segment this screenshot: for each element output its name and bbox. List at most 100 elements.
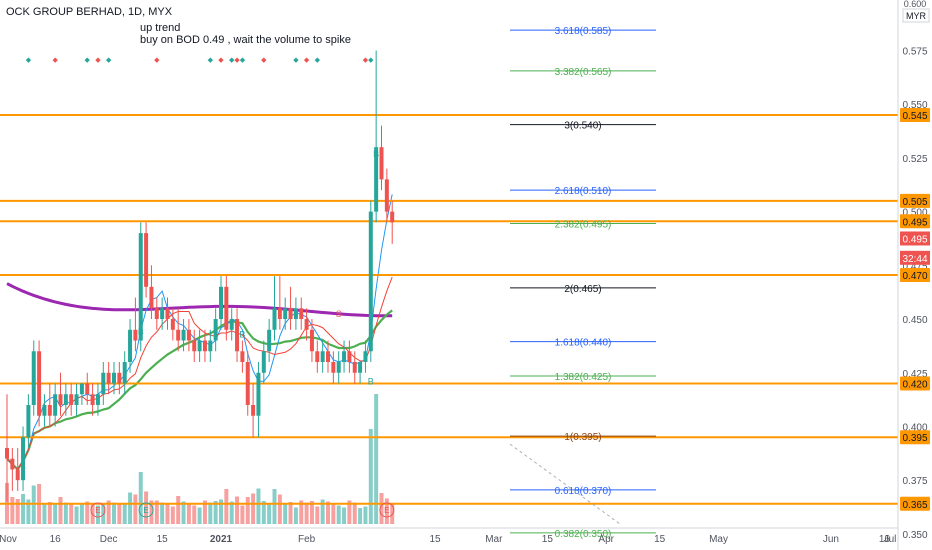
signal-dot: ◆: [154, 57, 160, 64]
volume-bar: [117, 504, 122, 524]
fib-level-label: 2.618(0.510): [555, 186, 612, 197]
candle-body: [42, 404, 47, 416]
volume-bar: [47, 502, 52, 524]
earnings-event-icon: [90, 502, 106, 518]
time-tick-label: Dec: [100, 534, 118, 545]
fib-level-label: 3.382(0.565): [555, 67, 612, 78]
level-price-label: 0.365: [902, 500, 927, 511]
buy-marker: B: [373, 149, 379, 159]
time-tick-label: 2021: [210, 534, 233, 545]
sell-marker: S: [336, 309, 342, 319]
volume-bar: [10, 497, 15, 524]
candle-body: [149, 286, 154, 309]
volume-bar: [261, 501, 266, 524]
volume-bar: [95, 505, 100, 524]
signal-dot: ◆: [208, 57, 214, 64]
fib-level-label: 2(0.465): [564, 284, 601, 295]
volume-bar: [63, 502, 68, 524]
countdown-label: 32:44: [902, 254, 927, 265]
volume-bar: [202, 500, 207, 524]
time-tick-label: 15: [429, 534, 441, 545]
current-price-label-bg: [900, 231, 930, 246]
candle-body: [15, 469, 20, 481]
level-price-label-bg: [900, 430, 930, 445]
candle-body: [154, 308, 159, 320]
candle-body: [202, 340, 207, 352]
volume-bar: [176, 496, 181, 524]
volume-bar: [384, 498, 389, 524]
volume-bar: [224, 489, 229, 524]
fib-level-label: 3(0.540): [564, 121, 601, 132]
candle-body: [256, 372, 261, 416]
volume-bar: [192, 505, 197, 524]
candle-body: [69, 394, 74, 405]
volume-bar: [15, 499, 20, 524]
candle-body: [229, 319, 234, 330]
volume-bar: [309, 501, 314, 524]
candle-body: [53, 394, 58, 416]
candle-body: [208, 340, 213, 352]
symbol-title[interactable]: OCK GROUP BERHAD, 1D, MYX: [6, 6, 173, 18]
volume-bar: [219, 499, 223, 524]
time-tick-label: 15: [542, 534, 554, 545]
note-line-1: up trend: [140, 22, 181, 34]
candle-body: [379, 147, 384, 180]
candle-body: [304, 319, 309, 330]
fib-trend-line: [509, 443, 621, 525]
candle-body: [331, 362, 336, 373]
ma-200-line: [6, 282, 393, 318]
fibonacci-extension-layer[interactable]: 3.618(0.585) 3.382(0.565) 3(0.540) 2.618(0.…: [509, 26, 656, 540]
candle-body: [106, 372, 111, 384]
volume-bar: [138, 472, 143, 524]
volume-bar: [358, 508, 363, 524]
volume-bar: [352, 502, 357, 524]
volume-bar: [122, 503, 127, 524]
volume-bar: [267, 503, 272, 524]
candle-body: [128, 329, 133, 363]
volume-bar: [133, 494, 138, 524]
candle-body: [272, 308, 277, 330]
volume-bar: [299, 500, 304, 524]
candle-body: [85, 383, 90, 395]
signal-dot: ◆: [26, 57, 32, 64]
candle-body: [192, 340, 197, 352]
signal-dot: ◆: [229, 57, 235, 64]
time-tick-label: 15: [654, 534, 666, 545]
price-tick-label: 0.475: [902, 261, 927, 272]
volume-bar: [240, 505, 245, 524]
volume-bar: [106, 500, 111, 524]
horizontal-levels-layer: [0, 113, 898, 505]
signal-dot: ◆: [240, 57, 246, 64]
earnings-event-icon: [138, 502, 154, 518]
price-tick-label: 0.375: [902, 476, 927, 487]
level-price-label-bg: [900, 214, 930, 229]
candle-body: [368, 211, 373, 352]
candle-body: [79, 383, 84, 395]
note-line-2: buy on BOD 0.49 , wait the volume to spi…: [140, 34, 351, 46]
time-tick-label: 16: [50, 534, 62, 545]
candle-body: [283, 308, 288, 320]
candle-body: [336, 362, 341, 373]
volume-bar: [368, 429, 373, 524]
time-tick-label: 15: [157, 534, 169, 545]
volume-bar: [170, 506, 175, 524]
candle-body: [390, 211, 395, 223]
candle-body: [170, 319, 175, 330]
candle-body: [37, 351, 42, 416]
time-tick-label: 16: [879, 534, 891, 545]
signal-dot: ◆: [363, 57, 369, 64]
volume-bar: [208, 502, 213, 524]
volume-bar: [342, 507, 347, 524]
currency-label: MYR: [906, 11, 927, 21]
fib-level-label: 1(0.395): [564, 432, 601, 443]
signal-dot: ◆: [304, 57, 310, 64]
volume-bar: [379, 493, 384, 524]
fib-level-label: 3.618(0.585): [555, 26, 612, 37]
signal-dot: ◆: [315, 57, 321, 64]
candle-body: [31, 351, 36, 405]
time-tick-label: Feb: [298, 534, 316, 545]
candle-body: [299, 308, 304, 320]
